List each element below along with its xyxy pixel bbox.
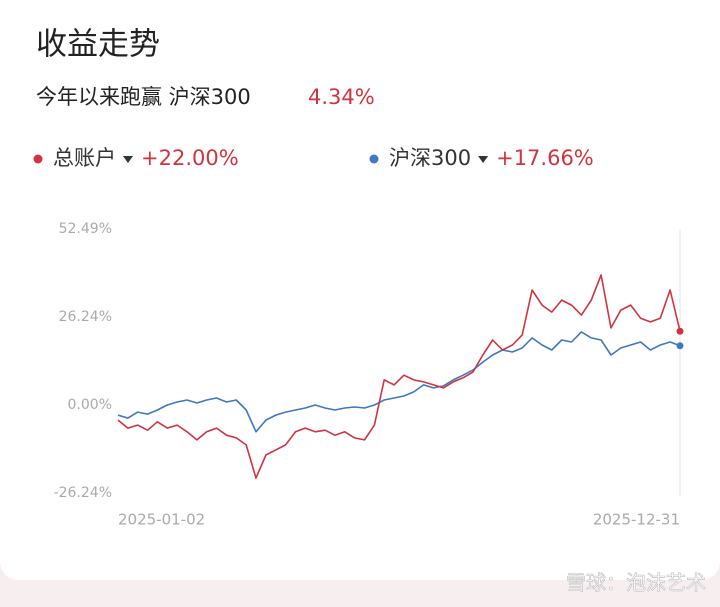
legend-label: 总账户 <box>53 146 116 170</box>
y-tick-label: 52.49% <box>59 221 112 237</box>
card <box>0 0 720 580</box>
series-line <box>117 274 681 479</box>
end-point <box>676 342 684 350</box>
end-point <box>676 327 684 335</box>
subtitle-value: 4.34% <box>308 85 375 109</box>
chart-title: 收益走势 <box>36 27 160 63</box>
watermark: 雪球：泡沫艺术 <box>566 571 706 595</box>
y-tick-label: 26.24% <box>59 309 112 325</box>
y-tick-label: 0.00% <box>68 397 112 413</box>
legend-label: 沪深300 <box>389 146 471 170</box>
y-tick-label: -26.24% <box>54 485 112 501</box>
legend-change: +22.00% <box>141 146 239 170</box>
subtitle: 今年以来跑赢 沪深300 <box>36 85 251 109</box>
dropdown-arrow <box>123 156 133 163</box>
legend-change: +17.66% <box>496 146 594 170</box>
x-tick-label: 2025-01-02 <box>118 511 205 529</box>
x-tick-label: 2025-12-31 <box>593 511 680 529</box>
series-line <box>117 331 681 433</box>
legend-marker <box>369 154 379 164</box>
dropdown-arrow <box>478 156 489 163</box>
legend-marker <box>33 154 43 164</box>
